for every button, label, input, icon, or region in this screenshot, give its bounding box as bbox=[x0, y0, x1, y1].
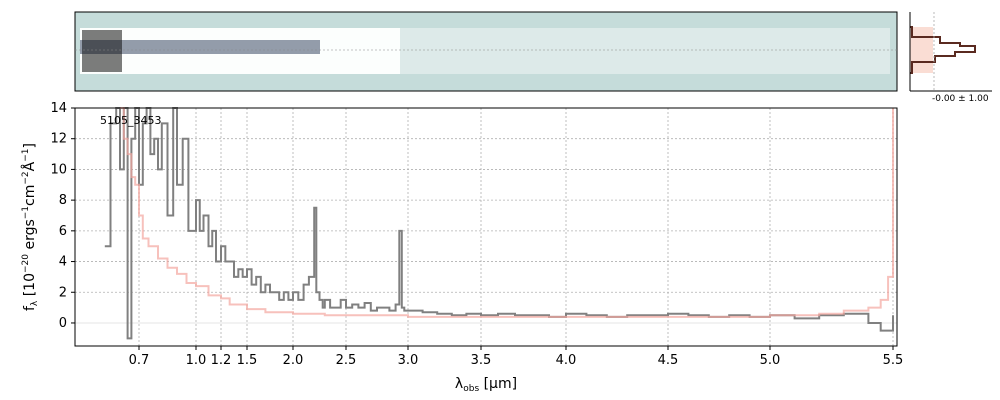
spectrum-2d-panel bbox=[74, 11, 898, 92]
x-tick-label: 2.0 bbox=[283, 353, 304, 368]
y-tick-label: 8 bbox=[59, 193, 67, 208]
spectrum-2d-blue-end bbox=[82, 30, 122, 72]
x-tick-label: 3.0 bbox=[398, 353, 419, 368]
model-series-line bbox=[120, 107, 894, 318]
x-tick-label: 3.5 bbox=[471, 353, 492, 368]
x-tick-label: 1.5 bbox=[237, 353, 258, 368]
spectrum-2d-trace-core bbox=[80, 40, 320, 54]
y-tick-label: 4 bbox=[59, 255, 67, 270]
histogram-panel: -0.00 ± 1.00 bbox=[909, 12, 992, 104]
x-tick-label: 1.0 bbox=[186, 353, 207, 368]
x-axis-label: λobs [μm] bbox=[455, 376, 517, 394]
x-ticks: 0.7 1.0 1.2 1.5 2.0 2.5 3.0 3.5 4.0 4.5 5.0 5.5 bbox=[129, 346, 904, 368]
x-tick-label: 4.5 bbox=[658, 353, 679, 368]
x-tick-label: 5.0 bbox=[760, 353, 781, 368]
plot-area bbox=[75, 108, 897, 346]
y-tick-label: 0 bbox=[59, 316, 67, 331]
y-tick-label: 2 bbox=[59, 285, 67, 300]
flux-series-line bbox=[104, 107, 894, 340]
x-tick-label: 5.5 bbox=[883, 353, 904, 368]
y-tick-label: 10 bbox=[50, 162, 67, 177]
y-ticks: 0 2 4 6 8 10 12 14 bbox=[50, 101, 75, 331]
object-label: 5105_3453 bbox=[100, 114, 162, 127]
series-group bbox=[104, 107, 894, 340]
x-tick-label: 4.0 bbox=[556, 353, 577, 368]
spectrum-2d-red-region bbox=[400, 28, 890, 74]
histogram-sigma-band bbox=[910, 27, 933, 73]
y-tick-label: 12 bbox=[50, 132, 67, 147]
x-tick-label: 1.2 bbox=[211, 353, 232, 368]
y-axis-label: fλ [10−20 ergs−1cm−2Å−1] bbox=[21, 143, 40, 311]
x-tick-label: 0.7 bbox=[129, 353, 150, 368]
x-tick-label: 2.5 bbox=[336, 353, 357, 368]
histogram-label: -0.00 ± 1.00 bbox=[932, 94, 989, 104]
plot-frame bbox=[74, 107, 898, 347]
y-tick-label: 14 bbox=[50, 101, 67, 116]
spectrum-1d-panel: 0.7 1.0 1.2 1.5 2.0 2.5 3.0 3.5 4.0 4.5 5.0 5.5 0 2 4… bbox=[50, 101, 903, 368]
y-tick-label: 6 bbox=[59, 224, 67, 239]
histogram-curve bbox=[910, 26, 976, 74]
